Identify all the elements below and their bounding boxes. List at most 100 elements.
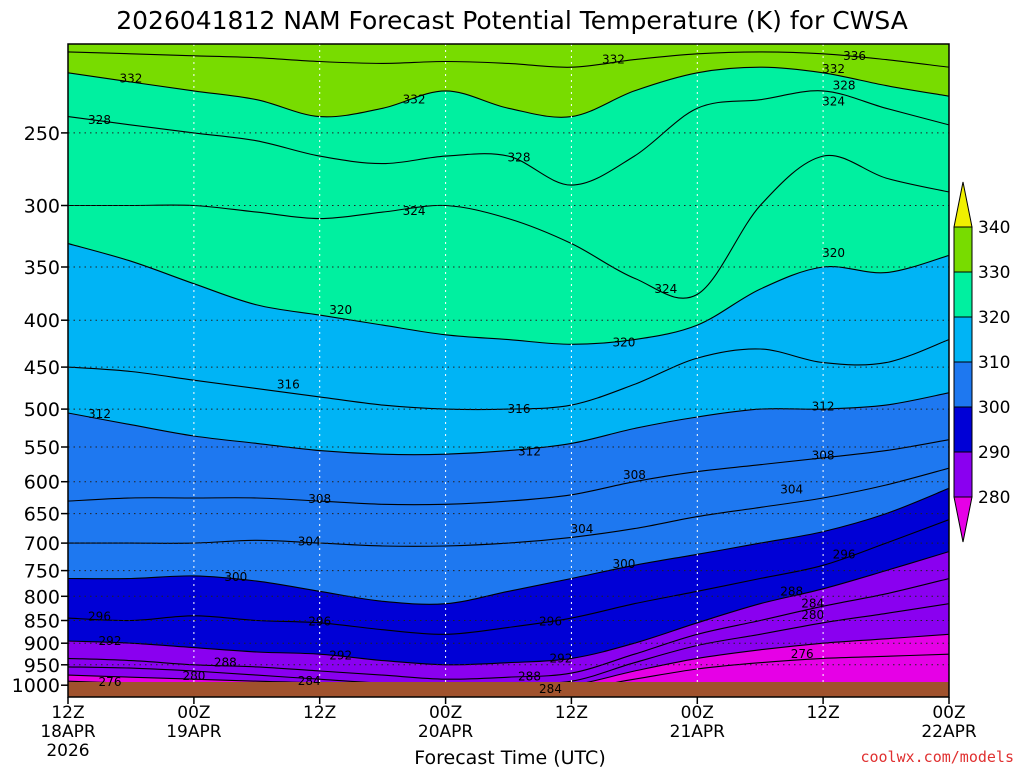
contour-label: 312	[88, 407, 111, 421]
theta-band-312-316	[68, 339, 949, 455]
colorbar-swatch-290	[953, 406, 973, 453]
contour-line-312	[68, 392, 949, 456]
contour-line-332	[68, 66, 949, 118]
colorbar-tick-label: 340	[978, 218, 1010, 238]
contour-label: 292	[99, 634, 122, 648]
colorbar-tick-label: 290	[978, 443, 1010, 463]
y-tick-label: 700	[24, 533, 60, 555]
contour-line-288	[68, 577, 949, 680]
contour-label: 288	[518, 669, 541, 683]
x-tick-label: 00Z	[177, 703, 210, 723]
y-tick-label: 500	[24, 399, 60, 421]
contour-label: 336	[843, 49, 866, 63]
contour-label: 296	[308, 614, 331, 628]
x-tick-label: 18APR	[40, 722, 96, 742]
contour-label: 304	[570, 522, 593, 536]
contour-label: 280	[182, 669, 205, 683]
colorbar-legend: 340 330 320 310 300 290 280	[953, 181, 1010, 543]
contour-label: 328	[508, 151, 531, 165]
contour-line-328	[68, 90, 949, 186]
contour-label: 308	[308, 492, 331, 506]
y-tick-label: 1000	[12, 675, 60, 697]
y-tick-label: 250	[24, 123, 60, 145]
colorbar-tick-label: 320	[978, 308, 1010, 328]
theta-band-320-324	[68, 155, 949, 345]
colorbar-swatch-300	[953, 361, 973, 408]
theta-band-296-300	[68, 488, 949, 635]
x-tick-label: 20APR	[418, 722, 474, 742]
y-axis: 2503003504004505005506006507007508008509…	[12, 123, 68, 697]
credit-text: coolwx.com/models	[860, 748, 1014, 766]
theta-band-288-292	[68, 551, 949, 680]
contour-label: 324	[403, 204, 426, 218]
contour-label: 308	[812, 449, 835, 463]
x-tick-label: 12Z	[303, 703, 336, 723]
contour-label: 304	[780, 483, 803, 497]
contour-label: 296	[833, 547, 856, 561]
x-tick-label: 19APR	[166, 722, 222, 742]
plot-area	[68, 44, 949, 697]
contour-label: 300	[612, 557, 635, 571]
colorbar-tick-label: 300	[978, 398, 1010, 418]
x-tick-label: 00Z	[932, 703, 965, 723]
contour-label: 284	[298, 674, 321, 688]
contour-label: 320	[612, 335, 635, 349]
y-tick-label: 950	[24, 655, 60, 677]
theta-band-304-308	[68, 439, 949, 547]
y-tick-label: 650	[24, 504, 60, 526]
contour-label: 332	[602, 53, 625, 67]
colorbar-swatch-340	[953, 181, 973, 228]
contour-label: 332	[119, 71, 142, 85]
contour-line-324	[68, 154, 949, 299]
y-tick-label: 550	[24, 437, 60, 459]
contour-line-320	[68, 242, 949, 345]
contour-line-292	[68, 551, 949, 666]
contour-label: 328	[88, 113, 111, 127]
colorbar-swatch-330	[953, 226, 973, 273]
y-tick-label: 450	[24, 357, 60, 379]
x-tick-label: 12Z	[555, 703, 588, 723]
x-tick-label: 21APR	[670, 722, 726, 742]
colorbar-swatch-280	[953, 451, 973, 498]
theta-band-336-340	[68, 44, 949, 68]
y-tick-label: 750	[24, 561, 60, 583]
contour-label: 304	[298, 534, 321, 548]
y-tick-label: 350	[24, 257, 60, 279]
x-tick-label: 12Z	[806, 703, 839, 723]
x-axis-label: Forecast Time (UTC)	[414, 747, 605, 768]
contour-label: 300	[224, 570, 247, 584]
y-tick-label: 850	[24, 611, 60, 633]
contour-label: 328	[833, 79, 856, 93]
contour-label: 288	[214, 656, 237, 670]
contour-label: 296	[539, 614, 562, 628]
colorbar-tick-label: 280	[978, 488, 1010, 508]
x-tick-label: 12Z	[51, 703, 84, 723]
contour-labels: 332 328 312 296 292 276 300 280 288 316 308 304 296 2…	[88, 49, 866, 696]
colorbar-swatch-310	[953, 316, 973, 363]
colorbar-swatch-320	[953, 271, 973, 318]
contour-label: 312	[812, 400, 835, 414]
theta-band-280-284	[68, 603, 949, 690]
y-tick-label: 400	[24, 310, 60, 332]
contour-label: 332	[822, 62, 845, 76]
contour-line-304	[68, 467, 949, 547]
contour-label: 320	[822, 246, 845, 260]
theta-band-292-296	[68, 519, 949, 665]
theta-band-308-312	[68, 392, 949, 505]
contour-label: 292	[329, 649, 352, 663]
theta-band-324-328	[68, 90, 949, 299]
y-tick-label: 600	[24, 472, 60, 494]
contour-label: 280	[801, 608, 824, 622]
contour-line-308	[68, 439, 949, 506]
y-tick-label: 300	[24, 196, 60, 218]
contour-label: 324	[654, 282, 677, 296]
ground-surface	[68, 682, 949, 697]
contour-label: 288	[780, 584, 803, 598]
contour-label: 308	[623, 468, 646, 482]
x-tick-label: 00Z	[429, 703, 462, 723]
x-tick-label: 22APR	[921, 722, 977, 742]
contour-label: 284	[801, 597, 824, 611]
contour-label: 276	[791, 647, 814, 661]
